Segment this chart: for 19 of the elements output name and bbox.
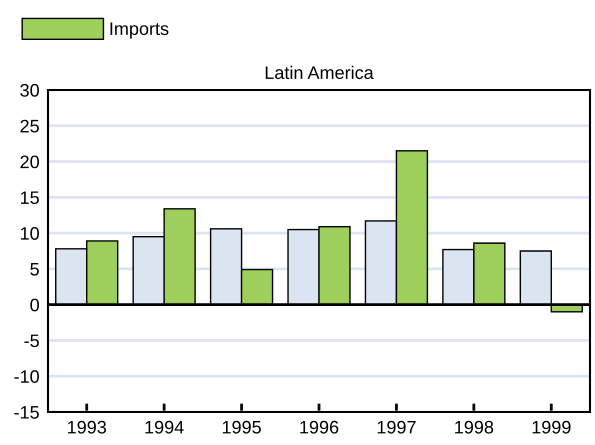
y-tick-label: 15 xyxy=(20,191,39,204)
x-tick-label: 1996 xyxy=(300,420,338,434)
x-tick-label: 1997 xyxy=(378,420,416,434)
y-tick-label: 30 xyxy=(20,84,39,97)
x-tick-label: 1999 xyxy=(532,420,571,434)
y-tick-label: -10 xyxy=(14,370,39,383)
y-tick-label: 5 xyxy=(30,263,39,276)
y-tick-label: 10 xyxy=(20,227,39,240)
x-tick-label: 1995 xyxy=(222,420,261,434)
y-tick-label: 20 xyxy=(20,155,39,168)
y-tick-label: -15 xyxy=(14,406,39,419)
chart-title: Latin America xyxy=(266,66,374,80)
y-tick-label: -5 xyxy=(24,334,39,348)
x-tick-label: 1993 xyxy=(68,420,106,434)
x-tick-label: 1994 xyxy=(145,420,184,434)
legend-label: Imports xyxy=(110,22,168,39)
x-tick-label: 1998 xyxy=(455,420,494,434)
y-tick-label: 0 xyxy=(30,298,39,312)
y-tick-label: 25 xyxy=(20,120,39,132)
